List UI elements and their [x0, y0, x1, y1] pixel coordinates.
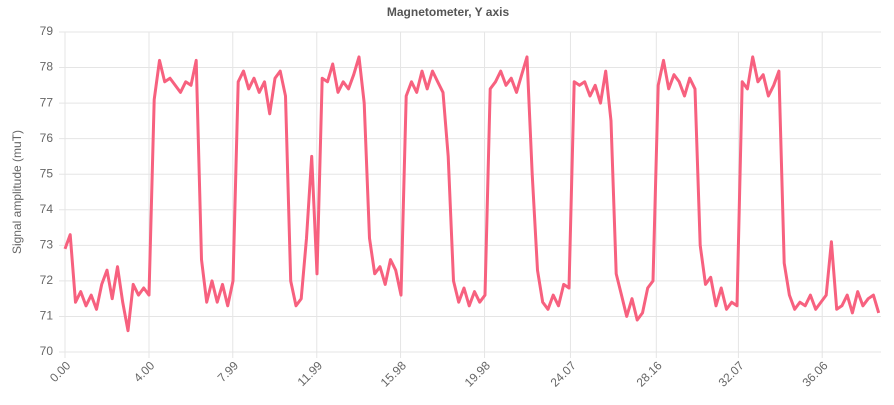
x-tick-label: 15.98 [378, 358, 409, 389]
y-tick-label: 72 [40, 273, 54, 287]
y-tick-label: 77 [40, 95, 54, 109]
chart-title: Magnetometer, Y axis [387, 5, 510, 19]
y-tick-label: 74 [40, 202, 54, 216]
x-tick-label: 7.99 [215, 358, 242, 385]
y-tick-label: 79 [40, 24, 54, 38]
x-tick-label: 36.06 [799, 358, 830, 389]
x-tick-label: 11.99 [295, 358, 326, 389]
data-line [63, 55, 881, 333]
x-tick-label: 0.00 [47, 358, 74, 385]
y-tick-label: 71 [40, 309, 54, 323]
y-tick-label: 78 [40, 60, 54, 74]
y-axis-label: Signal amplitude (muT) [10, 130, 24, 254]
y-tick-label: 73 [40, 238, 54, 252]
x-tick-label: 28.16 [634, 358, 665, 389]
x-tick-label: 19.98 [462, 358, 493, 389]
y-tick-label: 75 [40, 166, 54, 180]
y-tick-label: 70 [40, 344, 54, 358]
x-tick-label: 32.07 [716, 358, 747, 389]
x-tick-label: 4.00 [131, 358, 158, 385]
y-tick-label: 76 [40, 131, 54, 145]
x-tick-label: 24.07 [548, 358, 579, 389]
